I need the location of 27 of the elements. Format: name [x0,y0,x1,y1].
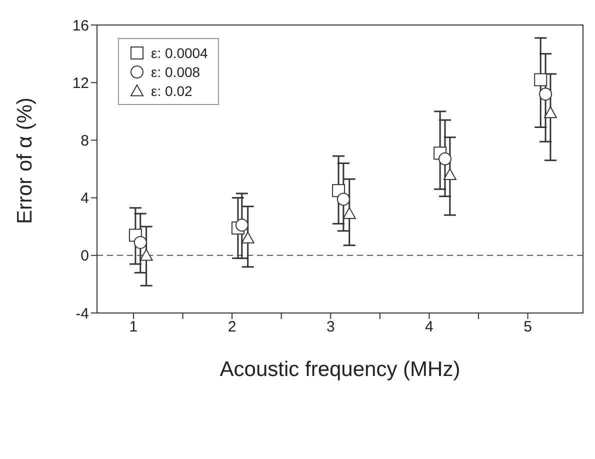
x-tick-label: 3 [326,318,335,336]
x-axis-title: Acoustic frequency (MHz) [220,358,460,381]
y-axis-title: Error of α (%) [13,98,36,224]
point [342,207,356,219]
legend-label: ε: 0.0004 [151,44,208,60]
legend-label: ε: 0.008 [151,64,200,80]
x-tick-label: 5 [524,318,532,336]
point [544,106,557,118]
point [134,236,147,249]
point [336,192,350,206]
x-tick-label: 2 [228,318,236,336]
x-tick-label: 1 [129,318,138,336]
y-tick-label: 16 [72,17,89,34]
y-tick-label: -4 [76,305,89,322]
y-tick-label: 4 [80,190,89,208]
x-tick-label: 4 [425,318,434,336]
point [539,88,552,101]
point [438,152,452,166]
point [241,232,254,244]
y-tick-label: 12 [72,74,89,92]
y-tick-label: 8 [80,132,89,150]
legend-label: ε: 0.02 [151,82,192,98]
point [443,168,456,180]
point [235,218,248,232]
point [140,248,153,261]
y-tick-label: 0 [80,248,89,265]
point [534,73,548,86]
